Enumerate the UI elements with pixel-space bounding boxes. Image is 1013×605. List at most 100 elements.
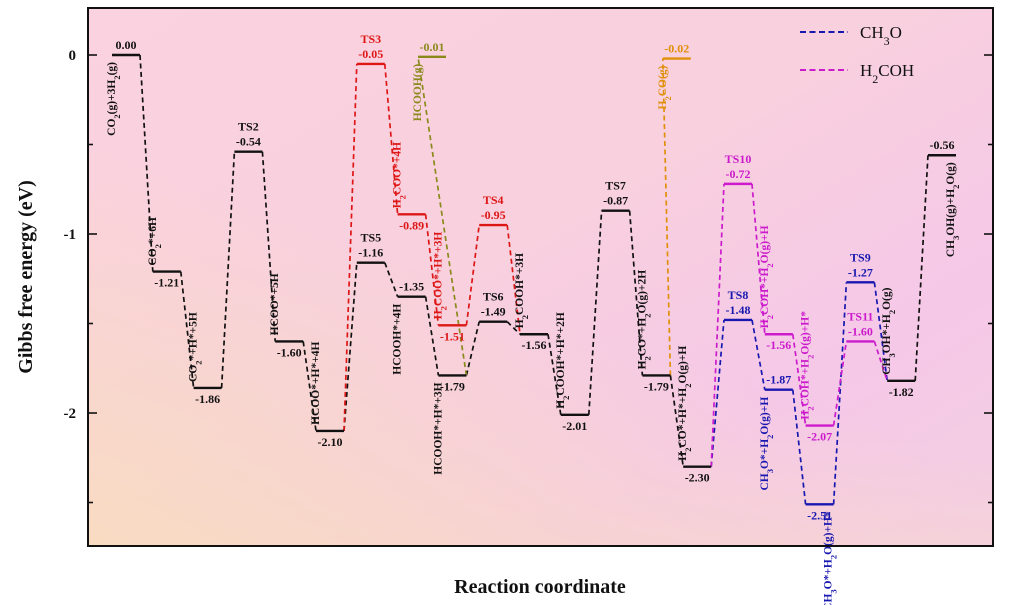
value-label-L8: -2.01 xyxy=(562,419,587,433)
state-label-L8: H2COOH*+H*+2H xyxy=(555,312,571,409)
connector-L12b-TS9 xyxy=(832,282,848,505)
subscript-part: 2 xyxy=(951,185,961,189)
connector-L10-TS8 xyxy=(710,319,725,467)
value-label-L11m: -1.56 xyxy=(766,338,791,352)
text-part: OH(g)+H xyxy=(945,189,957,236)
connector-L11m-L12m xyxy=(791,334,807,426)
subscript-part: 2 xyxy=(642,356,652,360)
subscript-part: 2 xyxy=(765,263,775,267)
value-label-L5r: -0.89 xyxy=(399,218,424,232)
value-label-L5: -1.35 xyxy=(399,280,424,294)
value-label-TS5: -1.16 xyxy=(358,246,383,260)
text-part: O(g) xyxy=(945,162,957,185)
text-part: (g)+3H xyxy=(106,80,118,115)
subscript-part: 3 xyxy=(765,469,775,473)
connector-TS7-L9 xyxy=(628,210,644,376)
text-part: CO*+H xyxy=(636,318,648,357)
plot-frame xyxy=(87,7,994,547)
value-label-TS10: -0.72 xyxy=(726,167,751,181)
value-label-L4: -2.10 xyxy=(318,435,343,449)
value-label-L12m: -2.07 xyxy=(807,430,832,444)
text-part: H xyxy=(392,199,404,208)
state-label-L1: CO2*+6H xyxy=(147,217,163,266)
value-label-L14: -0.56 xyxy=(930,138,955,152)
subscript-part: 2 xyxy=(806,406,816,410)
plot-background-overlay xyxy=(88,8,993,546)
text-part: HCOOH*+4H xyxy=(392,304,404,375)
connector-TS6-L7 xyxy=(506,321,521,335)
subscript-part: 3 xyxy=(829,589,839,593)
y-tick-label: -2 xyxy=(64,406,77,422)
text-part: CO*+H*+H xyxy=(677,388,689,448)
text-part: CO xyxy=(147,248,159,265)
text-part: H xyxy=(677,452,689,461)
subscript-part: 2 xyxy=(194,360,204,364)
ts-label-TS2: TS2 xyxy=(238,120,259,134)
text-part: H xyxy=(555,400,567,409)
text-part: O(g)+H xyxy=(759,225,771,263)
connector-L12m-TS11 xyxy=(832,341,848,426)
value-label-L13: -1.82 xyxy=(889,385,914,399)
connector-TS4-L7 xyxy=(506,224,521,335)
connector-L5-L6 xyxy=(424,296,440,376)
state-label-L10: H2CO*+H*+H2O(g)+H xyxy=(677,346,693,461)
state-label-L5r: H2COO*+4H xyxy=(392,142,408,208)
subscript-part: 2 xyxy=(561,396,571,400)
state-label-L2: CO2*+H*+5H xyxy=(188,312,204,382)
value-label-L7: -1.56 xyxy=(522,338,547,352)
ts-label-TS5: TS5 xyxy=(360,231,381,245)
subscript-part: 2 xyxy=(829,555,839,559)
connector-L10-TS10 xyxy=(710,183,725,467)
text-part: CO xyxy=(106,119,118,136)
text-part: HCOO*+H*+4H xyxy=(310,341,322,424)
text-part: H xyxy=(657,100,669,109)
connector-L6-TS6 xyxy=(465,321,481,376)
legend-text-part: COH xyxy=(878,61,914,80)
text-part: O(g)+2H xyxy=(636,270,648,314)
value-label-L0: 0.00 xyxy=(116,38,137,52)
legend-text-part: H xyxy=(860,61,872,80)
value-label-L6r: -1.51 xyxy=(440,329,465,343)
text-part: O(g)+H* xyxy=(823,511,835,555)
state-label-L12b: CH3O*+H2O(g)+H* xyxy=(823,511,839,605)
state-label-L6: HCOOH*+H*+3H xyxy=(432,382,444,474)
value-label-L9: -1.79 xyxy=(644,379,669,393)
subscript-part: 3 xyxy=(951,236,961,240)
text-part: H xyxy=(800,411,812,420)
text-part: O*+H xyxy=(759,439,771,469)
text-part: H xyxy=(514,319,526,328)
text-part: COH*+H xyxy=(800,359,812,406)
text-part: H xyxy=(432,310,444,319)
text-part: *+H*+5H xyxy=(188,312,200,360)
subscript-part: 2 xyxy=(683,447,693,451)
connector-L4-TS3 xyxy=(343,63,358,431)
state-label-L0: CO2(g)+3H2(g) xyxy=(106,62,122,136)
value-label-L10: -2.30 xyxy=(685,471,710,485)
legend-label-1: H2COH xyxy=(860,61,914,86)
x-axis-title: Reaction coordinate xyxy=(454,576,626,598)
text-part: OH*+H xyxy=(881,314,893,353)
y-tick-label: 0 xyxy=(69,48,77,64)
connector-L1-L2 xyxy=(179,271,195,389)
ts-label-TS4: TS4 xyxy=(483,193,504,207)
subscript-part: 2 xyxy=(887,310,897,314)
subscript-part: 2 xyxy=(153,244,163,248)
subscript-part: 2 xyxy=(398,195,408,199)
text-part: COH*+H xyxy=(759,268,771,315)
legend-subscript: 3 xyxy=(884,34,890,48)
text-part: O(g)+H* xyxy=(800,311,812,355)
value-label-TS11: -1.60 xyxy=(848,324,873,338)
text-part: HCOOH(g) xyxy=(412,64,424,122)
subscript-part: 3 xyxy=(887,353,897,357)
connector-L3-L4 xyxy=(302,341,317,432)
connector-L2-TS2 xyxy=(220,151,236,388)
value-label-TS6: -1.49 xyxy=(481,305,506,319)
ts-label-TS11: TS11 xyxy=(847,309,873,323)
value-label-L2: -1.86 xyxy=(195,392,220,406)
value-label-L12b: -2.51 xyxy=(807,508,832,522)
subscript-part: 2 xyxy=(806,355,816,359)
ts-label-TS7: TS7 xyxy=(605,179,626,193)
text-part: COO*+4H xyxy=(392,142,404,195)
legend-subscript: 2 xyxy=(872,72,878,86)
